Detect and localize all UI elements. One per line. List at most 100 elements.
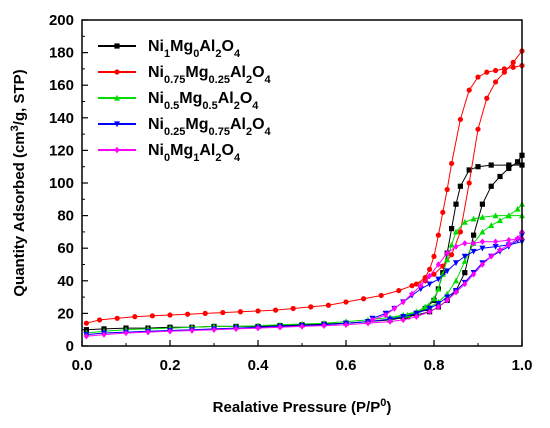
data-point (277, 324, 283, 331)
data-point (461, 258, 468, 264)
legend-swatch-marker (114, 94, 120, 101)
data-point (365, 319, 371, 327)
data-point (461, 218, 468, 225)
legend-item: Ni0.75Mg0.25Al2O4 (98, 64, 272, 86)
x-tick-label: 1.0 (512, 357, 533, 374)
data-point (466, 180, 472, 186)
data-point (453, 228, 459, 235)
data-point (470, 215, 477, 222)
data-point (167, 312, 173, 318)
y-tick-label: 140 (49, 110, 74, 127)
series-4 (83, 232, 525, 338)
legend-label: Ni1Mg0Al2O4 (148, 38, 241, 60)
data-point (461, 253, 468, 260)
data-point (409, 290, 415, 298)
y-tick-label: 40 (57, 273, 74, 290)
data-point (426, 281, 433, 288)
data-point (484, 69, 490, 75)
legend-item: Ni0.5Mg0.5Al2O4 (98, 90, 259, 112)
legend: Ni1Mg0Al2O4 Ni0.75Mg0.25Al2O4 Ni0.5Mg0.5Al… (98, 38, 272, 164)
y-tick-label: 20 (57, 305, 74, 322)
data-point (488, 162, 494, 168)
series-5 (83, 228, 525, 340)
y-tick-label: 0 (66, 338, 74, 355)
data-point (308, 304, 314, 310)
data-point (510, 64, 516, 70)
x-axis-title-end: ) (386, 399, 391, 416)
data-point (409, 283, 415, 289)
data-point (479, 201, 485, 207)
y-tick-label: 200 (49, 12, 74, 29)
data-point (427, 272, 433, 280)
data-point (435, 232, 441, 238)
legend-swatch-marker (114, 43, 120, 49)
data-point (290, 305, 296, 312)
data-point (185, 311, 191, 317)
series-desorption-line (389, 164, 522, 321)
data-point (449, 160, 455, 167)
data-point (237, 309, 243, 315)
data-point (479, 228, 486, 235)
data-point (383, 311, 389, 319)
data-point (479, 238, 485, 245)
data-point (97, 317, 103, 323)
data-point (396, 287, 402, 294)
data-point (493, 67, 499, 74)
data-point (444, 256, 451, 263)
data-point (400, 316, 406, 324)
ticks-layer: 0.0 0.2 0.4 0.6 0.8 1.0 0 20 40 60 80 100 120 140 160 1… (49, 12, 532, 374)
data-point (391, 305, 397, 312)
data-point (453, 260, 459, 267)
y-tick-label: 160 (49, 77, 74, 94)
x-tick-label: 0.4 (248, 357, 270, 374)
series-layer (83, 48, 525, 340)
data-point (506, 162, 512, 168)
data-point (457, 183, 463, 189)
y-tick-label: 180 (49, 45, 74, 62)
data-point (343, 299, 349, 305)
data-point (83, 320, 89, 326)
data-point (510, 59, 516, 65)
data-point (361, 296, 367, 302)
legend-label: Ni0.25Mg0.75Al2O4 (148, 116, 272, 138)
data-point (475, 126, 481, 132)
y-tick-label: 120 (49, 142, 74, 159)
legend-swatch-marker (114, 146, 120, 154)
x-axis-title-main: Realative Pressure (P/P (213, 399, 381, 416)
data-point (462, 280, 468, 288)
data-point (492, 243, 499, 250)
data-point (506, 241, 512, 249)
data-point (435, 276, 442, 283)
data-point (479, 214, 486, 220)
data-point (145, 328, 151, 336)
data-point (497, 173, 503, 180)
legend-swatch-marker (114, 69, 120, 75)
series-desorption-line (372, 237, 523, 321)
data-point (457, 229, 463, 235)
data-point (427, 266, 433, 272)
data-point (488, 253, 494, 260)
y-tick-label: 80 (57, 208, 74, 225)
data-point (471, 240, 477, 247)
data-point (444, 186, 450, 193)
data-point (83, 327, 89, 333)
data-point (149, 313, 155, 319)
y-axis-title-main: Quantity Adsorbed (cm (11, 131, 28, 296)
x-axis-title: Realative Pressure (P/P0) (213, 397, 392, 416)
legend-item: Ni1Mg0Al2O4 (98, 38, 241, 60)
data-point (449, 226, 455, 232)
x-tick-label: 0.0 (72, 357, 93, 374)
series-desorption-line (416, 65, 523, 285)
x-axis-title-sup: 0 (380, 397, 386, 409)
data-point (497, 217, 503, 224)
data-point (488, 183, 494, 189)
data-point (479, 261, 485, 268)
data-point (255, 308, 261, 314)
data-point (435, 285, 442, 292)
data-point (387, 318, 393, 325)
data-point (462, 240, 468, 247)
data-point (505, 212, 512, 219)
series-1 (83, 152, 525, 333)
series-desorption-line (389, 215, 522, 319)
data-point (418, 282, 424, 289)
